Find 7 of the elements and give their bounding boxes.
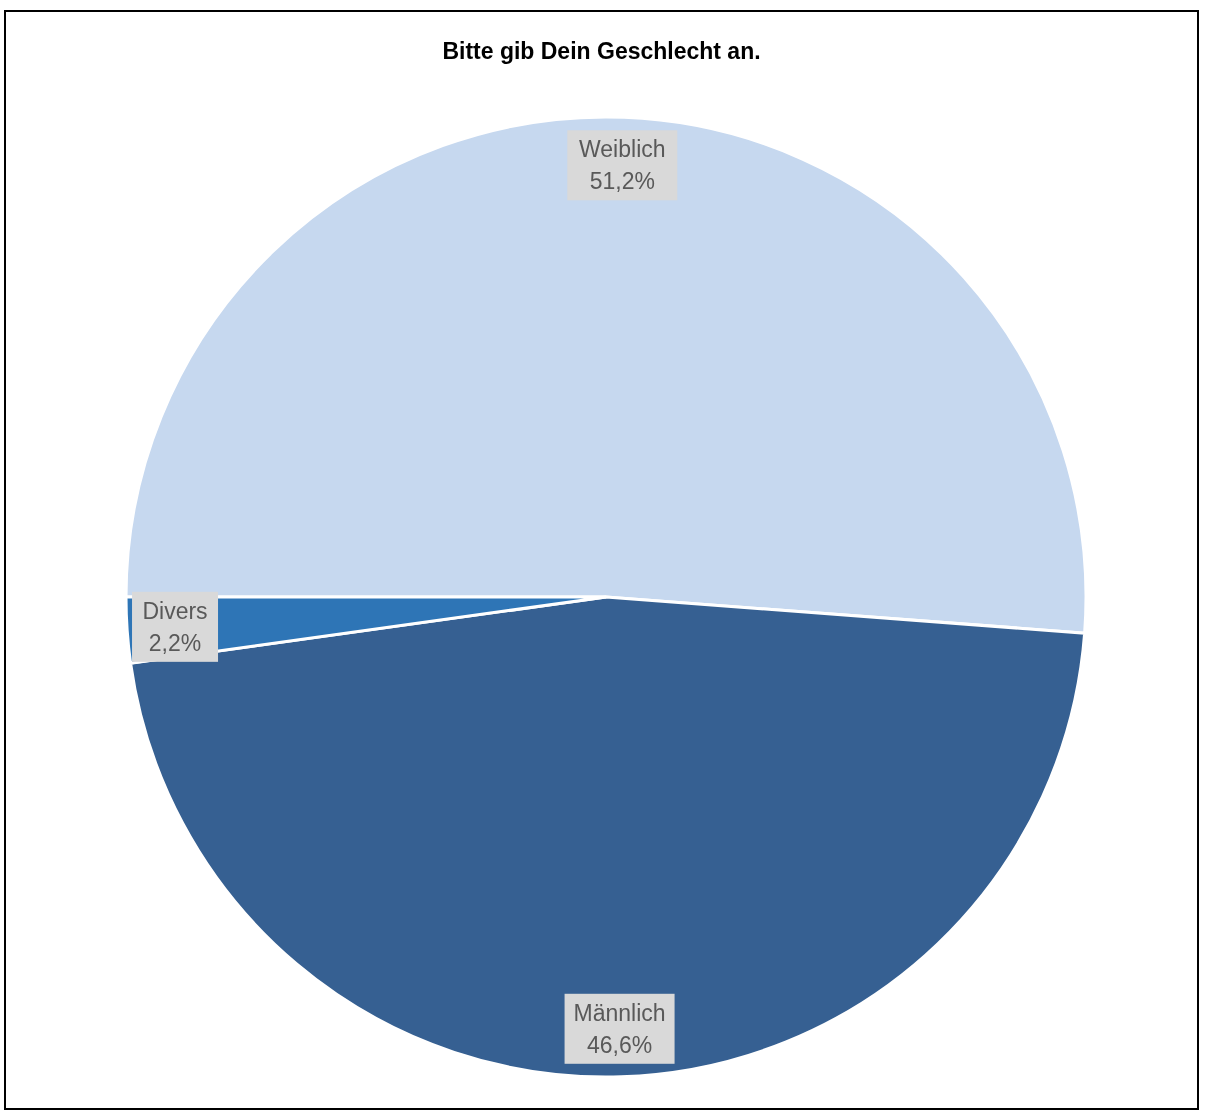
data-label: 2,2%: [148, 629, 202, 656]
data-label: 46,6%: [586, 1031, 653, 1058]
data-label: 51,2%: [589, 168, 655, 195]
slice-label: Weiblich: [579, 136, 666, 163]
chart-title: Bitte gib Dein Geschlecht an.: [441, 38, 762, 65]
slice-label: Männlich: [573, 999, 666, 1026]
slice-label: Divers: [142, 597, 208, 624]
